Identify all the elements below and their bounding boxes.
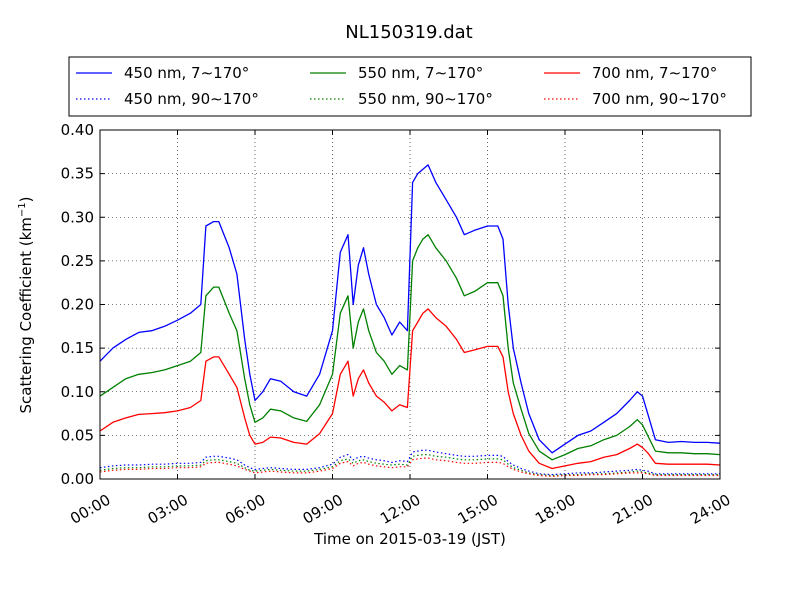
x-tick-label: 03:00 [145, 491, 191, 528]
y-tick-label: 0.15 [61, 339, 94, 357]
y-tick-label: 0.10 [61, 383, 94, 401]
legend: 450 nm, 7∼170° 550 nm, 7∼170° 700 nm, 7∼17… [76, 64, 727, 108]
y-tick-label: 0.30 [61, 208, 94, 226]
legend-label: 550 nm, 7∼170° [358, 64, 483, 82]
x-tick-label: 00:00 [67, 491, 113, 528]
series-line-6 [99, 457, 720, 477]
x-tick-label: 15:00 [455, 491, 501, 528]
x-tick-label: 18:00 [532, 491, 578, 528]
series-group [99, 164, 721, 477]
x-tick-label: 09:00 [300, 491, 346, 528]
y-axis-label: Scattering Coefficient (km−1) [17, 196, 35, 413]
x-axis-ticks: 00:00 03:00 06:00 09:00 12:00 15:00 18:00 21:00… [67, 130, 734, 528]
series-line-4 [99, 449, 720, 476]
y-tick-label: 0.00 [61, 470, 94, 488]
chart-title: NL150319.dat [345, 22, 472, 43]
y-axis-label-main: Scattering Coefficient (km [17, 217, 35, 413]
x-tick-label: 06:00 [222, 491, 268, 528]
y-tick-label: 0.20 [61, 296, 94, 314]
x-tick-label: 21:00 [610, 491, 656, 528]
y-tick-label: 0.25 [61, 252, 94, 270]
legend-label: 700 nm, 7∼170° [592, 64, 717, 82]
y-axis-label-exponent: −1 [17, 202, 28, 217]
y-tick-label: 0.05 [61, 426, 94, 444]
series-line-2 [99, 234, 721, 461]
series-line-1 [99, 164, 721, 454]
legend-label: 550 nm, 90∼170° [358, 90, 493, 108]
x-tick-label: 24:00 [687, 491, 733, 528]
x-tick-label: 12:00 [377, 491, 423, 528]
legend-box [68, 56, 752, 117]
x-axis-label: Time on 2015-03-19 (JST) [313, 530, 506, 548]
series-line-3 [99, 308, 721, 470]
y-tick-label: 0.35 [61, 165, 94, 183]
y-axis-ticks: 0.00 0.05 0.10 0.15 0.20 0.25 0.30 0.35 0.40 [61, 121, 720, 488]
y-axis-label-close: ) [17, 196, 35, 202]
y-tick-label: 0.40 [61, 121, 94, 139]
legend-label: 700 nm, 90∼170° [592, 90, 727, 108]
legend-label: 450 nm, 90∼170° [124, 90, 259, 108]
legend-label: 450 nm, 7∼170° [124, 64, 249, 82]
